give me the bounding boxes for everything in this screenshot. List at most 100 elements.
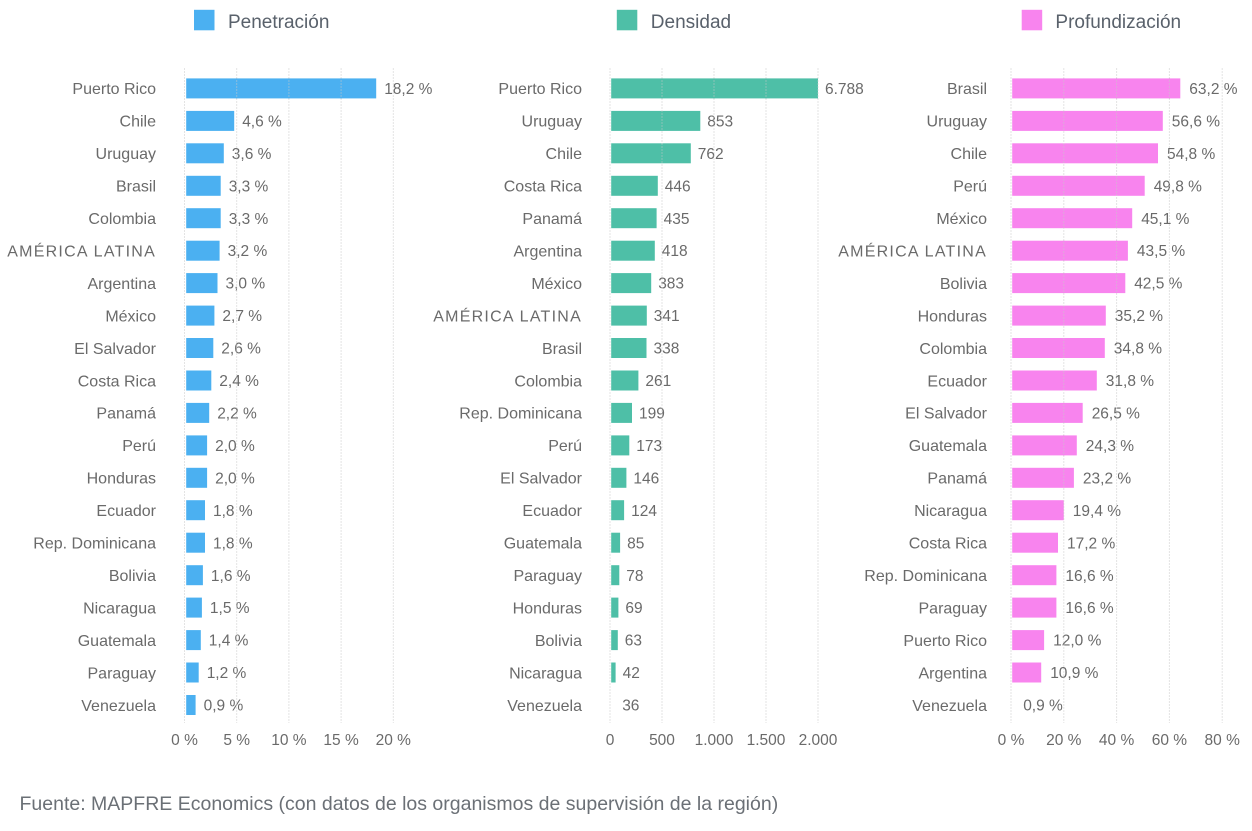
- svg-text:1.500: 1.500: [747, 732, 786, 749]
- svg-text:1.000: 1.000: [695, 732, 734, 749]
- svg-text:Guatemala: Guatemala: [78, 633, 156, 650]
- svg-text:69: 69: [625, 600, 642, 617]
- svg-text:12,0 %: 12,0 %: [1053, 633, 1101, 650]
- svg-text:383: 383: [658, 276, 684, 293]
- svg-text:Costa Rica: Costa Rica: [78, 373, 156, 390]
- svg-text:México: México: [531, 276, 582, 293]
- svg-text:49,8 %: 49,8 %: [1154, 178, 1202, 195]
- svg-text:338: 338: [654, 341, 680, 358]
- svg-text:34,8 %: 34,8 %: [1114, 341, 1162, 358]
- svg-text:Chile: Chile: [120, 114, 157, 131]
- svg-text:146: 146: [633, 470, 659, 487]
- svg-text:2.000: 2.000: [799, 732, 838, 749]
- svg-text:2,0 %: 2,0 %: [215, 470, 255, 487]
- svg-text:Nicaragua: Nicaragua: [914, 503, 987, 520]
- svg-text:México: México: [105, 308, 156, 325]
- svg-text:Perú: Perú: [122, 438, 156, 455]
- svg-text:20 %: 20 %: [376, 732, 412, 749]
- svg-text:1,2 %: 1,2 %: [207, 665, 247, 682]
- svg-text:173: 173: [636, 438, 662, 455]
- svg-text:35,2 %: 35,2 %: [1115, 308, 1163, 325]
- svg-text:1,5 %: 1,5 %: [210, 600, 250, 617]
- svg-text:2,4 %: 2,4 %: [219, 373, 259, 390]
- svg-text:446: 446: [665, 178, 691, 195]
- svg-text:Argentina: Argentina: [514, 243, 583, 260]
- svg-text:2,6 %: 2,6 %: [221, 341, 261, 358]
- svg-text:Profundización: Profundización: [1055, 12, 1181, 33]
- svg-text:17,2 %: 17,2 %: [1067, 535, 1115, 552]
- svg-text:5 %: 5 %: [223, 732, 250, 749]
- svg-text:Brasil: Brasil: [947, 81, 987, 98]
- svg-text:0,9 %: 0,9 %: [204, 698, 244, 715]
- svg-text:124: 124: [631, 503, 657, 520]
- svg-text:31,8 %: 31,8 %: [1106, 373, 1154, 390]
- svg-text:24,3 %: 24,3 %: [1086, 438, 1134, 455]
- svg-text:El Salvador: El Salvador: [74, 341, 156, 358]
- svg-text:Uruguay: Uruguay: [96, 146, 156, 163]
- svg-text:40 %: 40 %: [1099, 732, 1135, 749]
- svg-text:80 %: 80 %: [1205, 732, 1241, 749]
- svg-text:45,1 %: 45,1 %: [1141, 211, 1189, 228]
- svg-text:Honduras: Honduras: [87, 471, 156, 488]
- svg-text:Venezuela: Venezuela: [507, 698, 582, 715]
- svg-text:Rep. Dominicana: Rep. Dominicana: [33, 536, 156, 553]
- svg-text:Penetración: Penetración: [228, 12, 329, 33]
- svg-text:1,8 %: 1,8 %: [213, 503, 253, 520]
- svg-text:500: 500: [649, 732, 675, 749]
- svg-text:3,2 %: 3,2 %: [228, 243, 268, 260]
- svg-text:Densidad: Densidad: [651, 12, 731, 33]
- svg-text:1,6 %: 1,6 %: [211, 568, 251, 585]
- svg-text:199: 199: [639, 406, 665, 423]
- svg-text:418: 418: [662, 243, 688, 260]
- svg-text:Guatemala: Guatemala: [504, 536, 582, 553]
- svg-text:23,2 %: 23,2 %: [1083, 470, 1131, 487]
- svg-text:AMÉRICA LATINA: AMÉRICA LATINA: [838, 241, 987, 260]
- svg-text:54,8 %: 54,8 %: [1167, 146, 1215, 163]
- svg-text:Nicaragua: Nicaragua: [509, 665, 582, 682]
- svg-text:México: México: [936, 211, 987, 228]
- svg-text:3,3 %: 3,3 %: [229, 211, 269, 228]
- svg-text:Ecuador: Ecuador: [96, 503, 156, 520]
- svg-text:Chile: Chile: [951, 146, 988, 163]
- svg-text:0: 0: [606, 732, 615, 749]
- svg-text:Panamá: Panamá: [96, 406, 156, 423]
- svg-text:El Salvador: El Salvador: [500, 471, 582, 488]
- svg-text:2,7 %: 2,7 %: [222, 308, 262, 325]
- svg-text:Nicaragua: Nicaragua: [83, 600, 156, 617]
- svg-text:1,4 %: 1,4 %: [209, 633, 249, 650]
- svg-text:Fuente: MAPFRE Economics (con: Fuente: MAPFRE Economics (con datos de l…: [20, 793, 779, 815]
- svg-text:Uruguay: Uruguay: [927, 114, 987, 131]
- svg-text:Perú: Perú: [548, 438, 582, 455]
- svg-text:10,9 %: 10,9 %: [1050, 665, 1098, 682]
- svg-text:Panamá: Panamá: [927, 471, 987, 488]
- svg-text:42: 42: [623, 665, 640, 682]
- svg-text:Bolivia: Bolivia: [109, 568, 156, 585]
- svg-text:56,6 %: 56,6 %: [1172, 114, 1220, 131]
- svg-text:Ecuador: Ecuador: [927, 373, 987, 390]
- svg-text:Ecuador: Ecuador: [522, 503, 582, 520]
- svg-text:Brasil: Brasil: [542, 341, 582, 358]
- svg-text:Argentina: Argentina: [88, 276, 157, 293]
- svg-text:Paraguay: Paraguay: [919, 600, 988, 617]
- svg-text:Uruguay: Uruguay: [522, 114, 582, 131]
- svg-text:4,6 %: 4,6 %: [242, 114, 282, 131]
- svg-text:Perú: Perú: [953, 179, 987, 196]
- svg-text:Bolivia: Bolivia: [940, 276, 987, 293]
- svg-text:AMÉRICA LATINA: AMÉRICA LATINA: [433, 306, 582, 325]
- svg-text:63: 63: [625, 633, 642, 650]
- svg-text:Honduras: Honduras: [513, 600, 582, 617]
- svg-text:2,0 %: 2,0 %: [215, 438, 255, 455]
- svg-text:3,3 %: 3,3 %: [229, 178, 269, 195]
- svg-text:6.788: 6.788: [825, 81, 864, 98]
- svg-text:1,8 %: 1,8 %: [213, 535, 253, 552]
- svg-text:43,5 %: 43,5 %: [1137, 243, 1185, 260]
- svg-text:853: 853: [707, 114, 733, 131]
- svg-text:Rep. Dominicana: Rep. Dominicana: [459, 406, 582, 423]
- svg-text:Colombia: Colombia: [88, 211, 156, 228]
- svg-text:Brasil: Brasil: [116, 179, 156, 196]
- svg-text:60 %: 60 %: [1152, 732, 1188, 749]
- svg-text:Guatemala: Guatemala: [909, 438, 987, 455]
- svg-text:3,6 %: 3,6 %: [232, 146, 272, 163]
- svg-text:42,5 %: 42,5 %: [1134, 276, 1182, 293]
- svg-text:Bolivia: Bolivia: [535, 633, 582, 650]
